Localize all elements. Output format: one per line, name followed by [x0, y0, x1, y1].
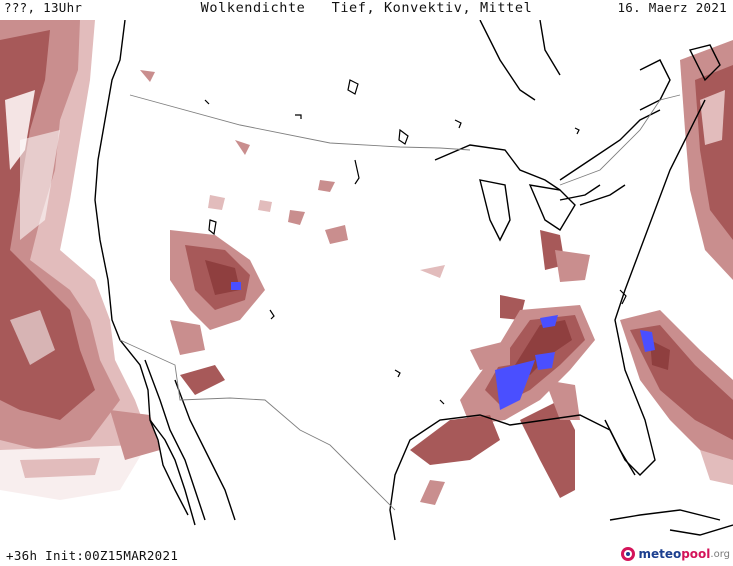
convective-cell [231, 282, 241, 290]
political-borders [119, 94, 681, 511]
southwest-cloud-cluster [140, 70, 348, 395]
convective-core [495, 360, 535, 410]
logo-text-org: .org [710, 548, 730, 560]
forecast-time-label: ???, 13Uhr [4, 0, 83, 15]
model-run-info: +36h Init:00Z15MAR2021 [6, 548, 179, 563]
meteopool-logo[interactable]: meteo pool .org [620, 546, 730, 562]
atlantic-cloud-field [620, 40, 733, 485]
meteopool-logo-icon [621, 547, 636, 561]
cloud-density-map [0, 20, 733, 541]
gulf-cloud-band [410, 230, 655, 505]
map-footer: +36h Init:00Z15MAR2021 meteo pool .org [0, 545, 733, 566]
logo-text-pool: pool [681, 547, 711, 561]
map-title: Wolkendichte Tief, Konvektiv, Mittel [200, 0, 533, 16]
pacific-cloud-field [0, 20, 160, 505]
logo-text-meteo: meteo [638, 547, 682, 561]
forecast-date-label: 16. Maerz 2021 [617, 0, 727, 15]
inland-water-outlines [204, 79, 627, 405]
coastlines [94, 20, 733, 541]
